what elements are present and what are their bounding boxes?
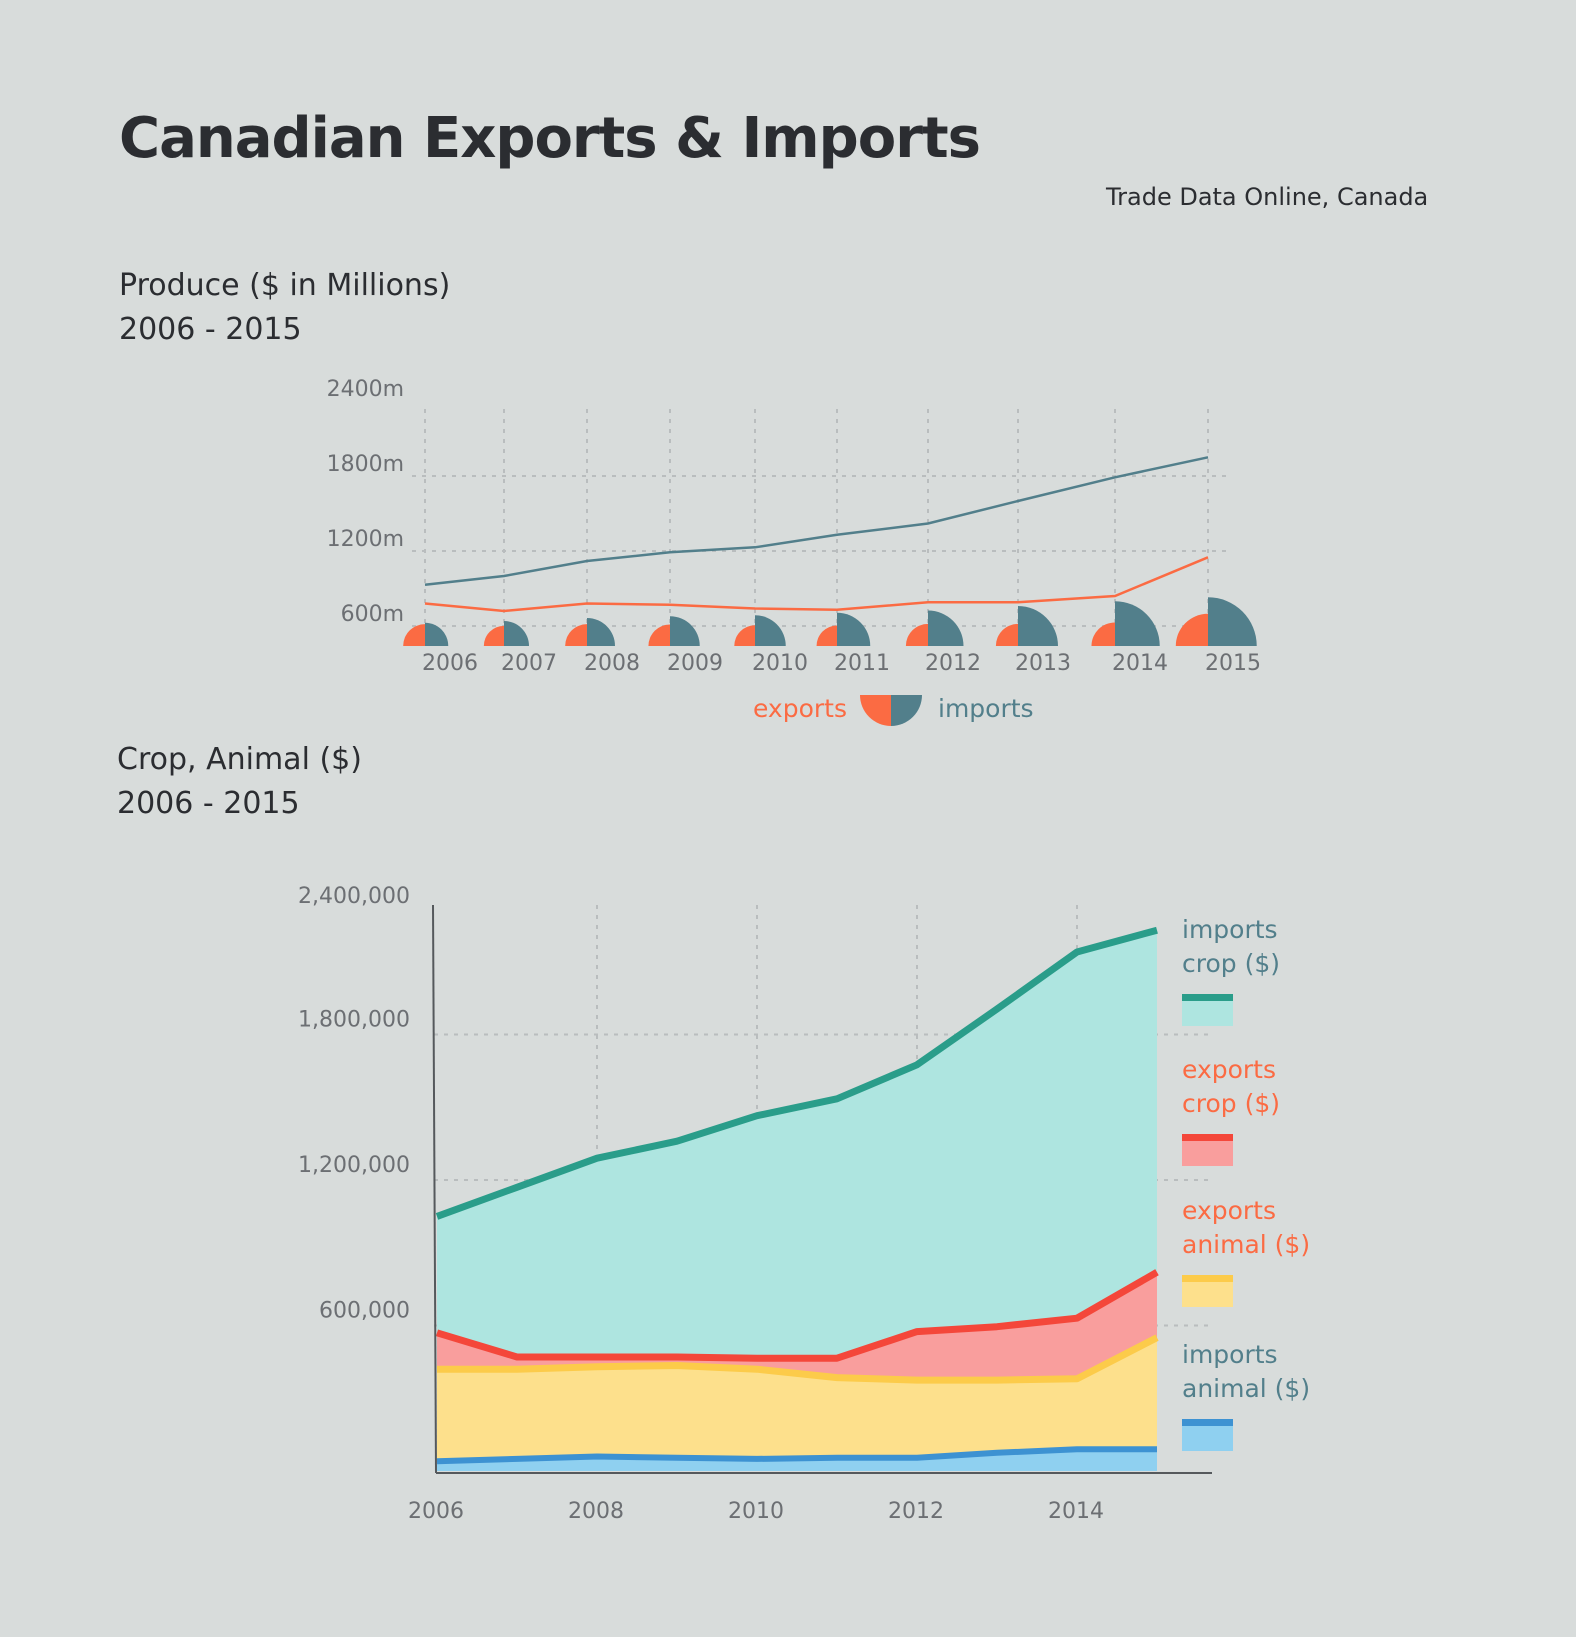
y-axis bbox=[432, 904, 437, 1474]
exports-glyph bbox=[905, 623, 928, 646]
exports-glyph bbox=[1091, 622, 1115, 646]
imports-glyph bbox=[928, 610, 964, 646]
imports-animal-line bbox=[436, 1446, 1157, 1465]
imports-glyph bbox=[587, 618, 615, 646]
imports-glyph bbox=[670, 616, 700, 646]
legend-exports-label: exports bbox=[753, 694, 847, 723]
legend-imports-crop-line1: imports bbox=[1182, 915, 1278, 944]
chart2-heading: Crop, Animal ($) 2006 - 2015 bbox=[117, 738, 362, 826]
chart1-title: Produce ($ in Millions) bbox=[119, 268, 451, 303]
imports-glyph bbox=[504, 621, 529, 646]
legend-imports-animal-line2: animal ($) bbox=[1182, 1374, 1310, 1403]
exports-crop-area bbox=[437, 1272, 1157, 1381]
legend-imports-crop-line2: crop ($) bbox=[1182, 949, 1280, 978]
x-tick-label: 2006 bbox=[408, 1499, 464, 1524]
legend-exports-crop-line2: crop ($) bbox=[1182, 1089, 1280, 1118]
imports-crop-area bbox=[437, 930, 1157, 1359]
page-title: Canadian Exports & Imports bbox=[119, 106, 981, 171]
legend-exports-glyph bbox=[860, 695, 891, 726]
legend-imports-label: imports bbox=[938, 694, 1034, 723]
x-tick-label: 2012 bbox=[925, 651, 981, 676]
imports-glyph bbox=[837, 612, 871, 646]
x-tick-label: 2014 bbox=[1048, 1499, 1104, 1524]
y-tick-label: 1800m bbox=[327, 452, 404, 477]
source-credit: Trade Data Online, Canada bbox=[1106, 183, 1429, 211]
legend-imports-glyph bbox=[891, 695, 922, 726]
x-tick-label: 2012 bbox=[888, 1499, 944, 1524]
legend-exports-animal-line1: exports bbox=[1182, 1196, 1276, 1225]
y-tick-label: 600m bbox=[341, 602, 404, 627]
exports-glyph bbox=[995, 623, 1018, 646]
y-tick-label: 1,800,000 bbox=[298, 1008, 410, 1033]
x-tick-label: 2011 bbox=[834, 651, 890, 676]
exports-crop-line bbox=[435, 1269, 1159, 1362]
x-tick-label: 2015 bbox=[1205, 651, 1261, 676]
chart1-subtitle: 2006 - 2015 bbox=[119, 312, 302, 347]
x-tick-label: 2008 bbox=[568, 1499, 624, 1524]
imports-glyph bbox=[425, 622, 449, 646]
exports-line bbox=[424, 556, 1209, 613]
exports-glyph bbox=[734, 625, 755, 646]
legend-exports-crop-line1: exports bbox=[1182, 1055, 1276, 1084]
imports-glyph bbox=[755, 615, 786, 646]
x-tick-label: 2007 bbox=[501, 651, 557, 676]
imports-glyph bbox=[1018, 606, 1058, 646]
exports-animal-line bbox=[437, 1334, 1159, 1384]
x-tick-label: 2014 bbox=[1112, 651, 1168, 676]
y-tick-label: 1,200,000 bbox=[298, 1153, 410, 1178]
imports-glyph bbox=[1208, 597, 1257, 646]
exports-glyph bbox=[565, 624, 587, 646]
y-tick-label: 2400m bbox=[327, 377, 404, 402]
exports-glyph bbox=[483, 625, 504, 646]
exports-glyph bbox=[1175, 613, 1208, 646]
chart2-title: Crop, Animal ($) bbox=[117, 742, 362, 777]
exports-glyph bbox=[403, 624, 425, 646]
imports-line bbox=[424, 456, 1209, 587]
exports-glyph bbox=[816, 625, 837, 646]
produce-line-chart: 600m 1200m 1800m 2400m 2006 2007 2008 2009 2010 2… bbox=[327, 377, 1261, 726]
legend-imports-crop-swatch-line bbox=[1182, 994, 1233, 1001]
x-tick-label: 2008 bbox=[584, 651, 640, 676]
chart2-subtitle: 2006 - 2015 bbox=[117, 786, 300, 821]
x-tick-label: 2010 bbox=[728, 1499, 784, 1524]
imports-glyph bbox=[1115, 601, 1160, 646]
imports-crop-line bbox=[435, 926, 1158, 1220]
legend-imports-animal-swatch-line bbox=[1182, 1419, 1233, 1426]
y-tick-label: 1200m bbox=[327, 527, 404, 552]
x-tick-label: 2013 bbox=[1015, 651, 1071, 676]
x-tick-label: 2006 bbox=[422, 651, 478, 676]
chart1-heading: Produce ($ in Millions) 2006 - 2015 bbox=[119, 264, 450, 352]
legend-exports-animal-swatch-line bbox=[1182, 1275, 1233, 1282]
y-tick-label: 2,400,000 bbox=[298, 884, 410, 909]
x-tick-label: 2010 bbox=[752, 651, 808, 676]
x-tick-label: 2009 bbox=[667, 651, 723, 676]
exports-glyph bbox=[648, 624, 670, 646]
legend-exports-animal-line2: animal ($) bbox=[1182, 1230, 1310, 1259]
legend-exports-crop-swatch-line bbox=[1182, 1134, 1233, 1141]
y-tick-label: 600,000 bbox=[319, 1299, 410, 1324]
legend-imports-animal-line1: imports bbox=[1182, 1340, 1278, 1369]
